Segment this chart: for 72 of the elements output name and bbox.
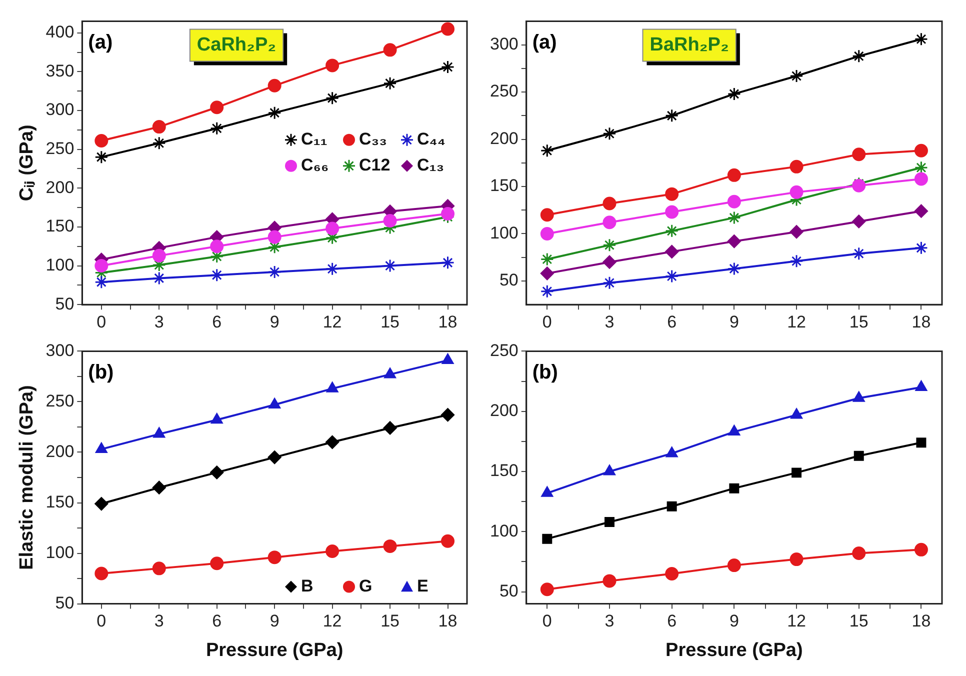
x-tick-label: 18	[912, 312, 931, 332]
legend-label: G	[359, 576, 372, 596]
x-tick-label: 12	[322, 612, 342, 631]
x-tick-label: 15	[849, 612, 868, 631]
annotation: BaRh₂P₂	[650, 34, 729, 56]
x-axis-title: Pressure (GPa)	[206, 640, 344, 661]
y-tick-label: 200	[490, 401, 518, 420]
y-tick-label: 250	[490, 340, 518, 360]
x-tick-label: 9	[729, 612, 739, 631]
x-tick-label: 12	[322, 312, 342, 332]
x-tick-label: 0	[542, 612, 552, 631]
x-tick-label: 6	[212, 312, 222, 332]
x-tick-label: 3	[604, 312, 614, 332]
y-tick-label: 100	[490, 223, 518, 242]
x-tick-label: 6	[212, 612, 222, 631]
y-tick-label: 150	[490, 461, 518, 480]
x-axis-title: Pressure (GPa)	[666, 640, 803, 661]
legend-label: B	[301, 576, 314, 596]
x-tick-label: 3	[154, 612, 164, 631]
y-tick-label: 200	[46, 442, 74, 461]
x-tick-label: 6	[667, 312, 677, 332]
y-tick-label: 50	[499, 581, 518, 600]
y-tick-label: 250	[490, 82, 518, 101]
y-tick-label: 250	[46, 139, 74, 158]
legend-label: C12	[359, 156, 390, 175]
x-tick-label: 18	[912, 612, 931, 631]
y-tick-label: 50	[55, 593, 74, 612]
x-tick-label: 15	[849, 312, 868, 332]
x-tick-label: 0	[96, 612, 106, 631]
y-tick-label: 100	[46, 255, 74, 274]
y-tick-label: 100	[46, 542, 74, 562]
y-tick-label: 150	[46, 216, 74, 236]
legend-label: C₁₁	[301, 130, 328, 149]
y-tick-label: 150	[490, 176, 518, 196]
y-tick-label: 300	[490, 34, 518, 54]
y-tick-label: 250	[46, 391, 74, 410]
legend-label: C₁₃	[417, 156, 444, 175]
x-tick-label: 0	[96, 312, 106, 332]
annotation: (b)	[88, 362, 114, 384]
y-tick-label: 300	[46, 340, 74, 360]
y-tick-label: 50	[55, 294, 74, 314]
annotation: CaRh₂P₂	[196, 34, 276, 56]
y-tick-label: 50	[499, 270, 518, 290]
x-tick-label: 6	[667, 612, 677, 631]
x-tick-label: 3	[604, 612, 614, 631]
x-tick-label: 12	[787, 312, 806, 332]
y-axis-title: Cᵢⱼ (GPa)	[16, 124, 38, 202]
y-tick-label: 300	[46, 100, 74, 120]
x-tick-label: 9	[270, 312, 280, 332]
x-tick-label: 9	[270, 612, 280, 631]
legend-label: C₆₆	[301, 156, 329, 175]
x-tick-label: 15	[380, 312, 400, 332]
legend-label: E	[417, 576, 428, 596]
y-axis-title: Elastic moduli (GPa)	[16, 385, 38, 570]
legend-label: C₃₃	[359, 130, 387, 149]
x-tick-label: 0	[542, 312, 552, 332]
y-tick-label: 350	[46, 61, 74, 80]
annotation: (b)	[532, 362, 558, 384]
x-tick-label: 18	[438, 612, 458, 631]
x-tick-label: 9	[729, 312, 739, 332]
y-tick-label: 200	[46, 178, 74, 197]
annotation: (a)	[88, 32, 113, 54]
y-tick-label: 100	[490, 521, 518, 540]
annotation: (a)	[532, 32, 557, 54]
y-tick-label: 400	[46, 22, 74, 42]
x-tick-label: 15	[380, 612, 400, 631]
x-tick-label: 12	[787, 612, 806, 631]
legend-label: C₄₄	[417, 130, 446, 149]
y-tick-label: 200	[490, 128, 518, 148]
y-tick-label: 150	[46, 492, 74, 512]
x-tick-label: 18	[438, 312, 458, 332]
x-tick-label: 3	[154, 312, 164, 332]
